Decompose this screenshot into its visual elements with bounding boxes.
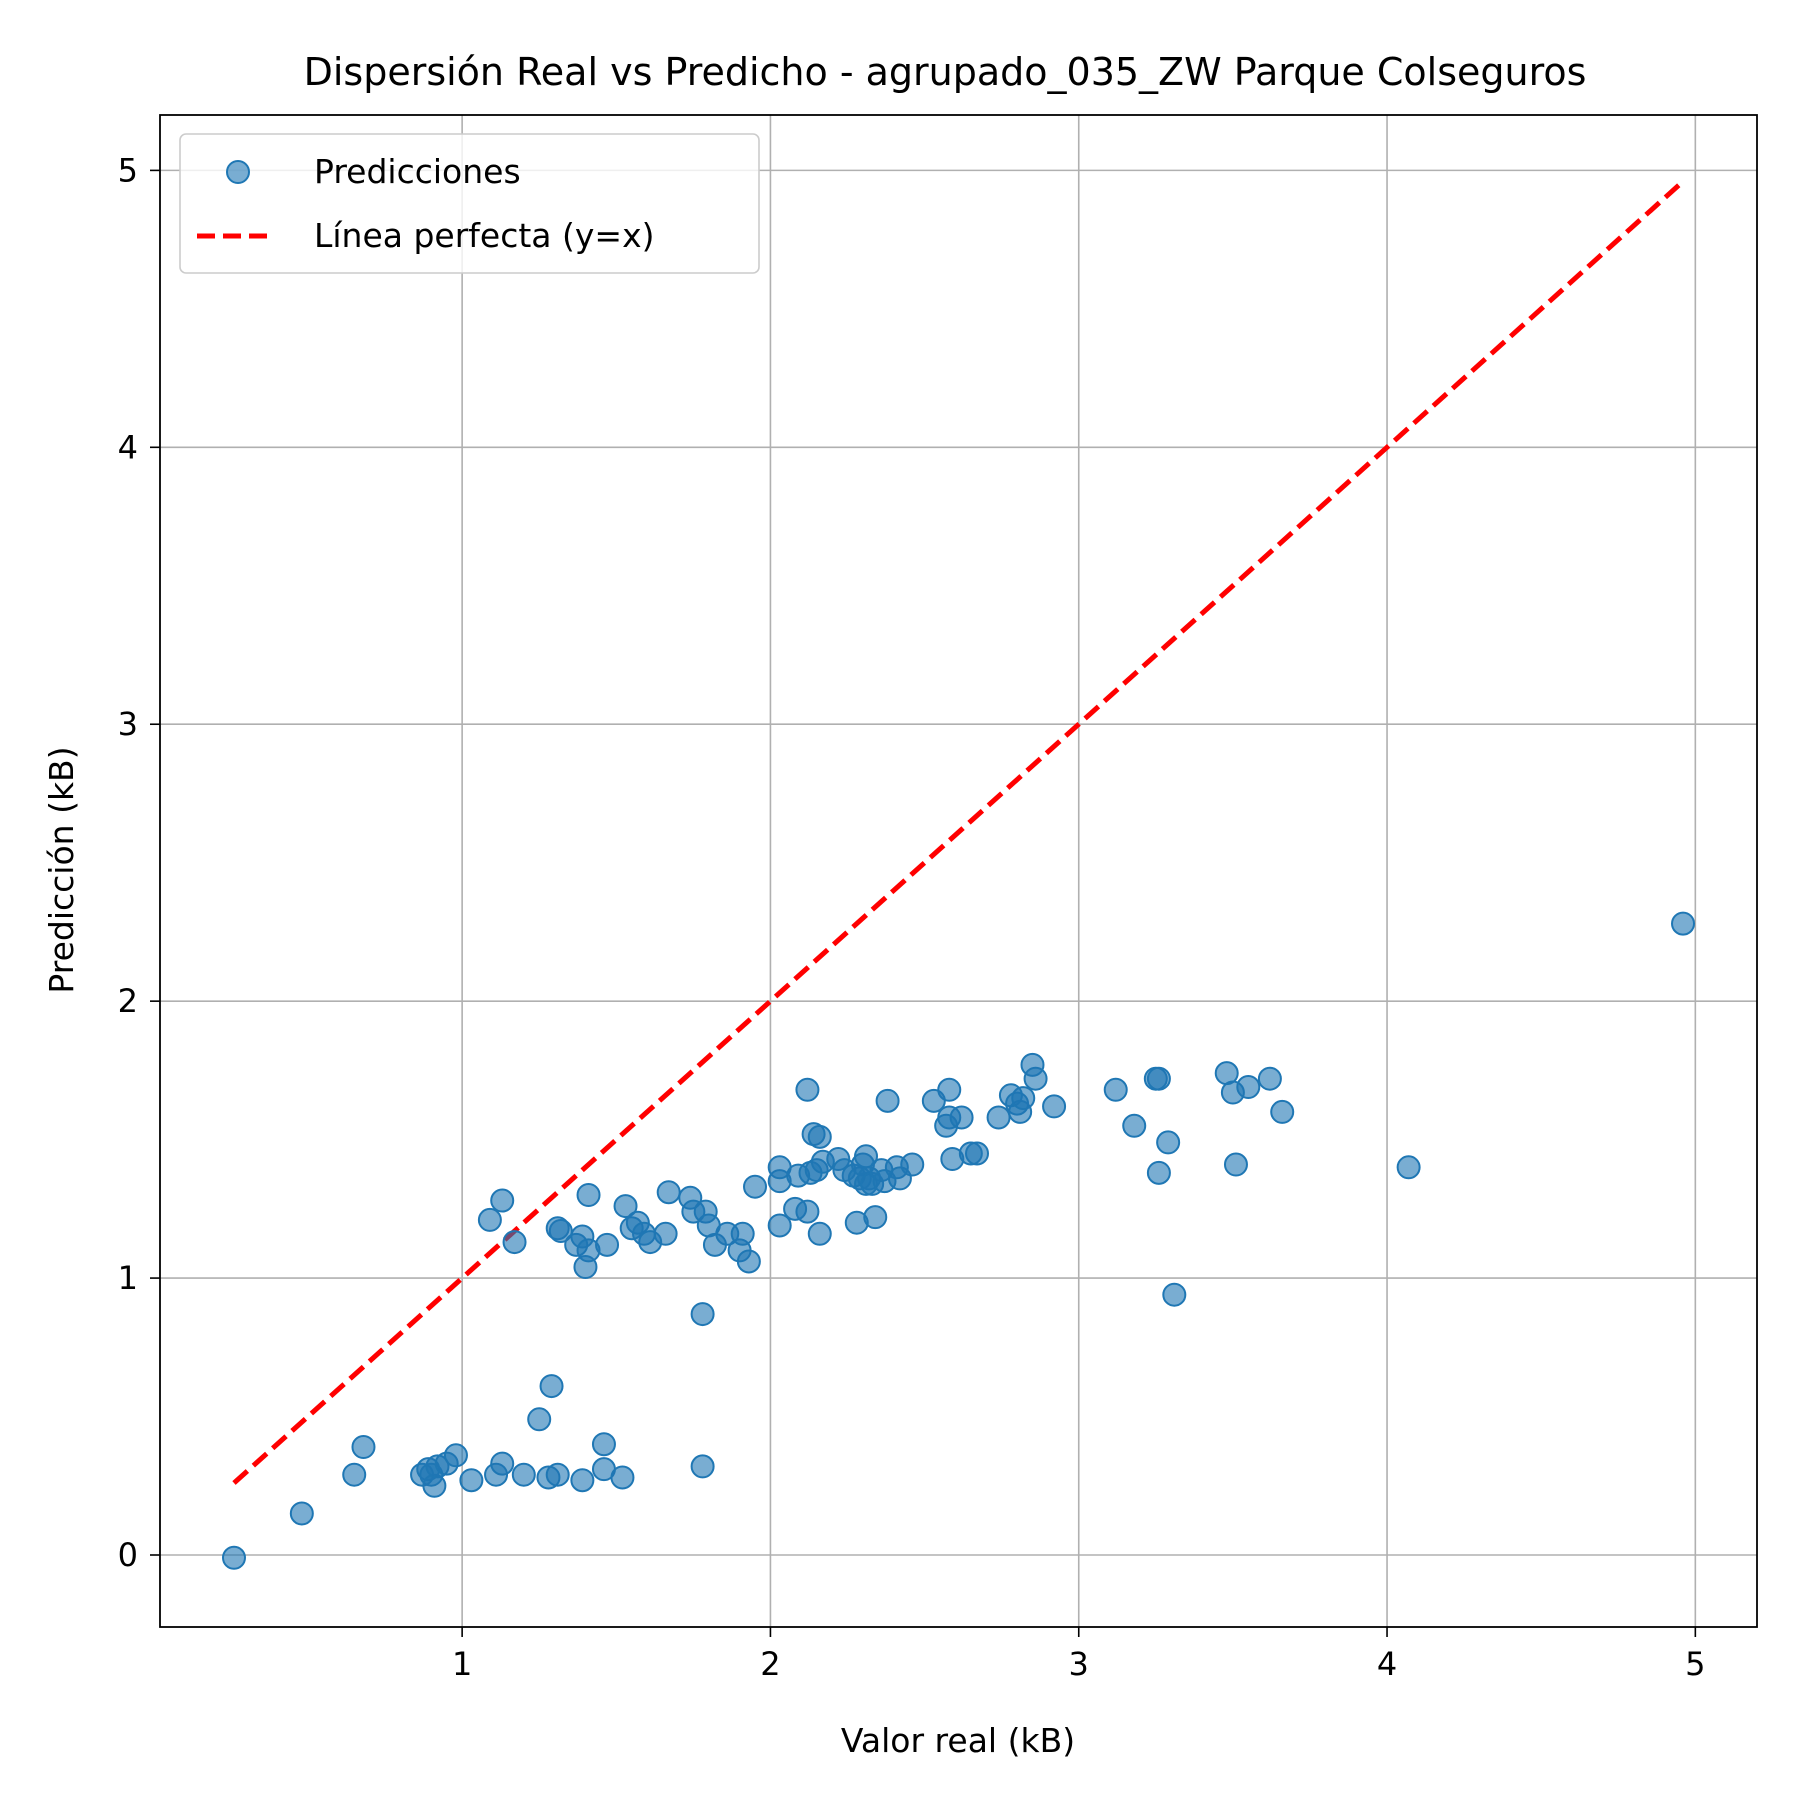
legend-label-predicciones: Predicciones — [314, 152, 521, 191]
plot-frame — [159, 114, 1758, 1628]
scatter-point — [545, 1462, 570, 1487]
scatter-point — [591, 1432, 616, 1457]
scatter-point — [767, 1213, 792, 1238]
y-tick-label: 2 — [118, 982, 138, 1020]
chart-title: Dispersión Real vs Predicho - agrupado_0… — [304, 50, 1587, 94]
scatter-point — [656, 1180, 681, 1205]
grid — [160, 115, 1757, 1627]
scatter-point — [1122, 1113, 1147, 1138]
scatter-point — [443, 1443, 468, 1468]
x-tick-label: 2 — [760, 1645, 780, 1683]
x-tick-label: 4 — [1377, 1645, 1397, 1683]
scatter-point — [502, 1230, 527, 1255]
scatter-point — [539, 1374, 564, 1399]
scatter-point — [527, 1407, 552, 1432]
scatter-point — [795, 1077, 820, 1102]
scatter-point — [900, 1152, 925, 1177]
scatter-point — [511, 1462, 536, 1487]
ticks: 1 2 3 4 5 0 1 2 3 4 5 — [118, 151, 1706, 1683]
y-tick-label: 3 — [118, 705, 138, 743]
scatter-point — [690, 1302, 715, 1327]
scatter-point — [576, 1183, 601, 1207]
scatter-point — [653, 1221, 678, 1246]
y-tick-label: 4 — [118, 428, 138, 466]
scatter-point — [807, 1124, 832, 1149]
x-tick-label: 5 — [1685, 1645, 1705, 1683]
scatter-point — [1257, 1066, 1282, 1091]
perfect-prediction-line — [232, 179, 1685, 1485]
scatter-point — [221, 1545, 246, 1570]
x-tick-label: 3 — [1069, 1645, 1089, 1683]
scatter-point — [1671, 911, 1696, 936]
scatter-point — [610, 1465, 635, 1490]
legend: Predicciones Línea perfecta (y=x) — [179, 133, 760, 274]
scatter-point — [289, 1501, 314, 1526]
points-layer — [221, 911, 1696, 1570]
scatter-point — [342, 1462, 367, 1487]
y-tick-label: 5 — [118, 151, 138, 189]
scatter-point — [1156, 1130, 1181, 1155]
scatter-point — [986, 1105, 1011, 1130]
scatter-point — [736, 1249, 761, 1274]
scatter-point — [1023, 1066, 1048, 1091]
scatter-point — [875, 1088, 900, 1113]
legend-label-linea-perfecta: Línea perfecta (y=x) — [314, 216, 654, 255]
scatter-point — [937, 1077, 962, 1102]
scatter-point — [570, 1468, 595, 1493]
scatter-point — [807, 1221, 832, 1246]
scatter-point — [949, 1105, 974, 1130]
scatter-point — [743, 1174, 768, 1199]
scatter-point — [1396, 1155, 1421, 1180]
perfect-line-layer — [232, 179, 1685, 1485]
scatter-point — [1146, 1160, 1171, 1185]
scatter-point — [1162, 1282, 1187, 1307]
y-axis-label: Predicción (kB) — [42, 746, 81, 993]
scatter-point — [477, 1207, 502, 1232]
scatter-point — [730, 1221, 755, 1246]
scatter-point — [1223, 1152, 1248, 1177]
scatter-point — [351, 1435, 376, 1459]
scatter-point — [795, 1199, 820, 1224]
legend-box — [179, 133, 760, 274]
scatter-point — [964, 1141, 989, 1166]
scatter-point — [1042, 1094, 1067, 1119]
scatter-point — [1236, 1075, 1261, 1099]
scatter-point — [613, 1194, 638, 1219]
scatter-point — [1270, 1099, 1295, 1124]
scatter-point — [1146, 1066, 1171, 1091]
scatter-point — [863, 1205, 888, 1230]
scatter-point — [490, 1451, 515, 1476]
x-tick-label: 1 — [452, 1645, 472, 1683]
scatter-point — [690, 1454, 715, 1479]
y-tick-label: 0 — [118, 1536, 138, 1574]
scatter-point — [459, 1468, 484, 1493]
x-axis-label: Valor real (kB) — [841, 1721, 1075, 1760]
scatter-point — [1103, 1077, 1128, 1102]
scatter-point — [422, 1473, 447, 1498]
scatter-point — [595, 1232, 620, 1257]
scatter-point — [1011, 1086, 1036, 1111]
legend-marker-icon — [226, 160, 250, 184]
scatter-point — [490, 1188, 515, 1213]
y-tick-label: 1 — [118, 1259, 138, 1297]
